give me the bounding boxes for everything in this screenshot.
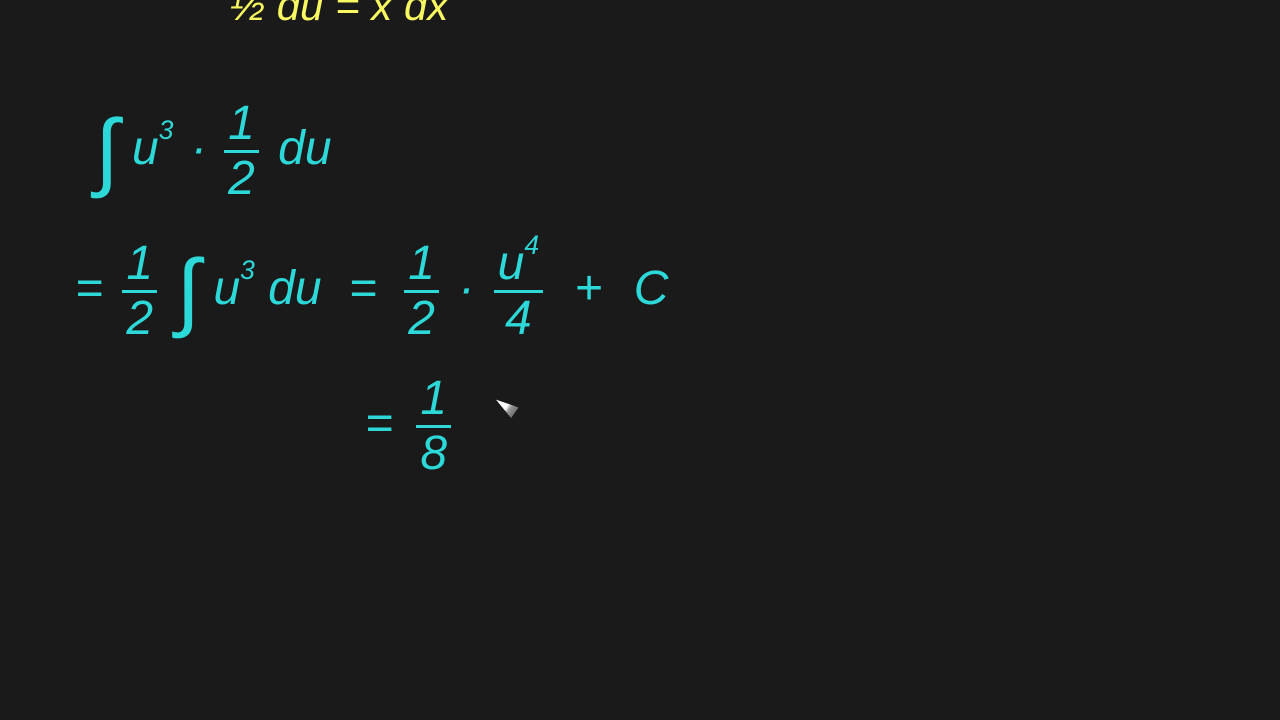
fraction-half-b: 1 2 — [404, 240, 439, 343]
u-base-2: u — [213, 262, 240, 315]
u4-base: u — [498, 237, 525, 290]
fraction-half-a: 1 2 — [122, 240, 157, 343]
equals-1: = — [75, 262, 109, 315]
fraction-half: 1 2 — [224, 100, 259, 203]
du-2: du — [268, 262, 321, 315]
top-yellow-fragment: ½ du = x dx — [230, 0, 448, 30]
equals-2: = — [335, 262, 391, 315]
eighth-den: 8 — [416, 428, 451, 478]
half-b-num: 1 — [404, 240, 439, 293]
fraction-eighth: 1 8 — [416, 375, 451, 478]
u-base: u — [132, 122, 159, 175]
integral-sign-2: ∫ — [170, 242, 200, 341]
dot: · — [187, 122, 211, 175]
integral-sign: ∫ — [95, 102, 119, 201]
constant-c: C — [634, 262, 669, 315]
yellow-text: ½ du = x dx — [230, 0, 448, 29]
u4-exp: 4 — [524, 230, 539, 260]
u4-den: 4 — [501, 293, 536, 343]
exp-3-b: 3 — [240, 255, 255, 285]
eighth-num: 1 — [416, 375, 451, 428]
equation-line-2: = 1 2 ∫ u3 du = 1 2 · u4 4 + C — [75, 240, 668, 343]
half-den: 2 — [224, 153, 259, 203]
pen-cursor-icon — [493, 393, 523, 423]
equals-3: = — [365, 397, 403, 450]
dot-2: · — [452, 262, 480, 315]
half-b-den: 2 — [404, 293, 439, 343]
equation-line-3: = 1 8 — [365, 375, 451, 478]
du: du — [272, 122, 331, 175]
u4-num: u4 — [494, 240, 543, 293]
half-a-den: 2 — [122, 293, 157, 343]
half-num: 1 — [224, 100, 259, 153]
plus: + — [556, 262, 620, 315]
half-a-num: 1 — [122, 240, 157, 293]
fraction-u4: u4 4 — [494, 240, 543, 343]
exp-3: 3 — [159, 115, 174, 145]
equation-line-1: ∫ u3 · 1 2 du — [95, 100, 332, 203]
